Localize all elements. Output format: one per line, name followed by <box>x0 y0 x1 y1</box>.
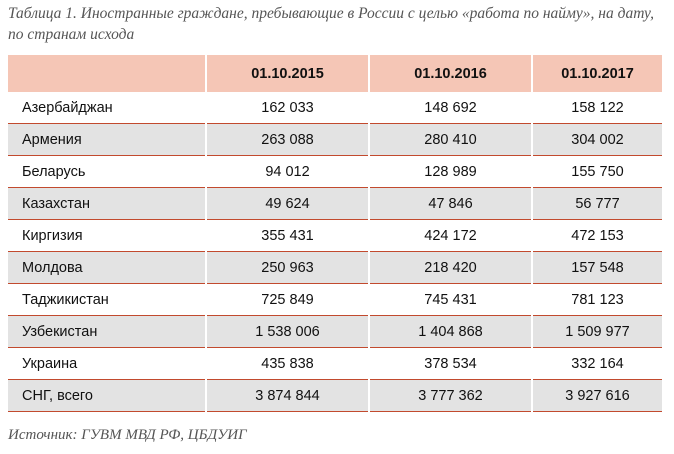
value-cell: 1 509 977 <box>531 315 662 348</box>
value-cell: 263 088 <box>205 123 369 156</box>
value-cell: 94 012 <box>205 155 369 188</box>
header-cell-2015: 01.10.2015 <box>205 55 369 92</box>
table-row: Казахстан 49 624 47 846 56 777 <box>8 187 662 220</box>
value-cell: 781 123 <box>531 283 662 316</box>
country-cell: Киргизия <box>8 219 206 252</box>
country-cell: Армения <box>8 123 206 156</box>
value-cell: 378 534 <box>368 347 532 380</box>
value-cell: 128 989 <box>368 155 532 188</box>
value-cell: 155 750 <box>531 155 662 188</box>
header-cell-2016: 01.10.2016 <box>368 55 532 92</box>
header-cell-country <box>8 55 206 92</box>
country-cell: Казахстан <box>8 187 206 220</box>
value-cell: 3 874 844 <box>205 379 369 412</box>
value-cell: 49 624 <box>205 187 369 220</box>
table-row: Азербайджан 162 033 148 692 158 122 <box>8 92 662 124</box>
value-cell: 218 420 <box>368 251 532 284</box>
value-cell: 3 927 616 <box>531 379 662 412</box>
country-cell: Молдова <box>8 251 206 284</box>
table-row: Армения 263 088 280 410 304 002 <box>8 123 662 156</box>
country-cell: Беларусь <box>8 155 206 188</box>
value-cell: 158 122 <box>531 92 662 124</box>
country-cell: СНГ, всего <box>8 379 206 412</box>
header-cell-2017: 01.10.2017 <box>531 55 662 92</box>
value-cell: 157 548 <box>531 251 662 284</box>
value-cell: 1 404 868 <box>368 315 532 348</box>
value-cell: 332 164 <box>531 347 662 380</box>
data-table: 01.10.2015 01.10.2016 01.10.2017 Азербай… <box>8 55 662 412</box>
value-cell: 745 431 <box>368 283 532 316</box>
value-cell: 3 777 362 <box>368 379 532 412</box>
table-row: Таджикистан 725 849 745 431 781 123 <box>8 283 662 316</box>
value-cell: 304 002 <box>531 123 662 156</box>
country-cell: Таджикистан <box>8 283 206 316</box>
table-row: Узбекистан 1 538 006 1 404 868 1 509 977 <box>8 315 662 348</box>
table-row: Беларусь 94 012 128 989 155 750 <box>8 155 662 188</box>
value-cell: 435 838 <box>205 347 369 380</box>
value-cell: 148 692 <box>368 92 532 124</box>
value-cell: 1 538 006 <box>205 315 369 348</box>
table-caption: Таблица 1. Иностранные граждане, пребыва… <box>8 5 655 43</box>
value-cell: 355 431 <box>205 219 369 252</box>
value-cell: 280 410 <box>368 123 532 156</box>
value-cell: 47 846 <box>368 187 532 220</box>
country-cell: Азербайджан <box>22 99 113 116</box>
country-cell: Украина <box>8 347 206 380</box>
header-row: 01.10.2015 01.10.2016 01.10.2017 <box>8 55 662 92</box>
table-row-total: СНГ, всего 3 874 844 3 777 362 3 927 616 <box>8 379 662 412</box>
value-cell: 56 777 <box>531 187 662 220</box>
value-cell: 424 172 <box>368 219 532 252</box>
country-cell: Узбекистан <box>8 315 206 348</box>
source-note: Источник: ГУВМ МВД РФ, ЦБДУИГ <box>8 427 247 443</box>
value-cell: 162 033 <box>205 92 369 124</box>
value-cell: 725 849 <box>205 283 369 316</box>
table-row: Молдова 250 963 218 420 157 548 <box>8 251 662 284</box>
table-row: Киргизия 355 431 424 172 472 153 <box>8 219 662 252</box>
value-cell: 472 153 <box>531 219 662 252</box>
table-row: Украина 435 838 378 534 332 164 <box>8 347 662 380</box>
value-cell: 250 963 <box>205 251 369 284</box>
